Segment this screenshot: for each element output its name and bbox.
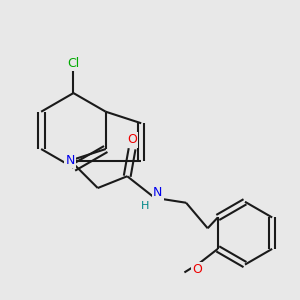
Text: Cl: Cl (67, 57, 80, 70)
Text: N: N (153, 186, 162, 200)
Text: O: O (127, 134, 137, 146)
Text: H: H (141, 201, 149, 211)
Text: N: N (66, 154, 75, 167)
Text: O: O (192, 263, 202, 276)
